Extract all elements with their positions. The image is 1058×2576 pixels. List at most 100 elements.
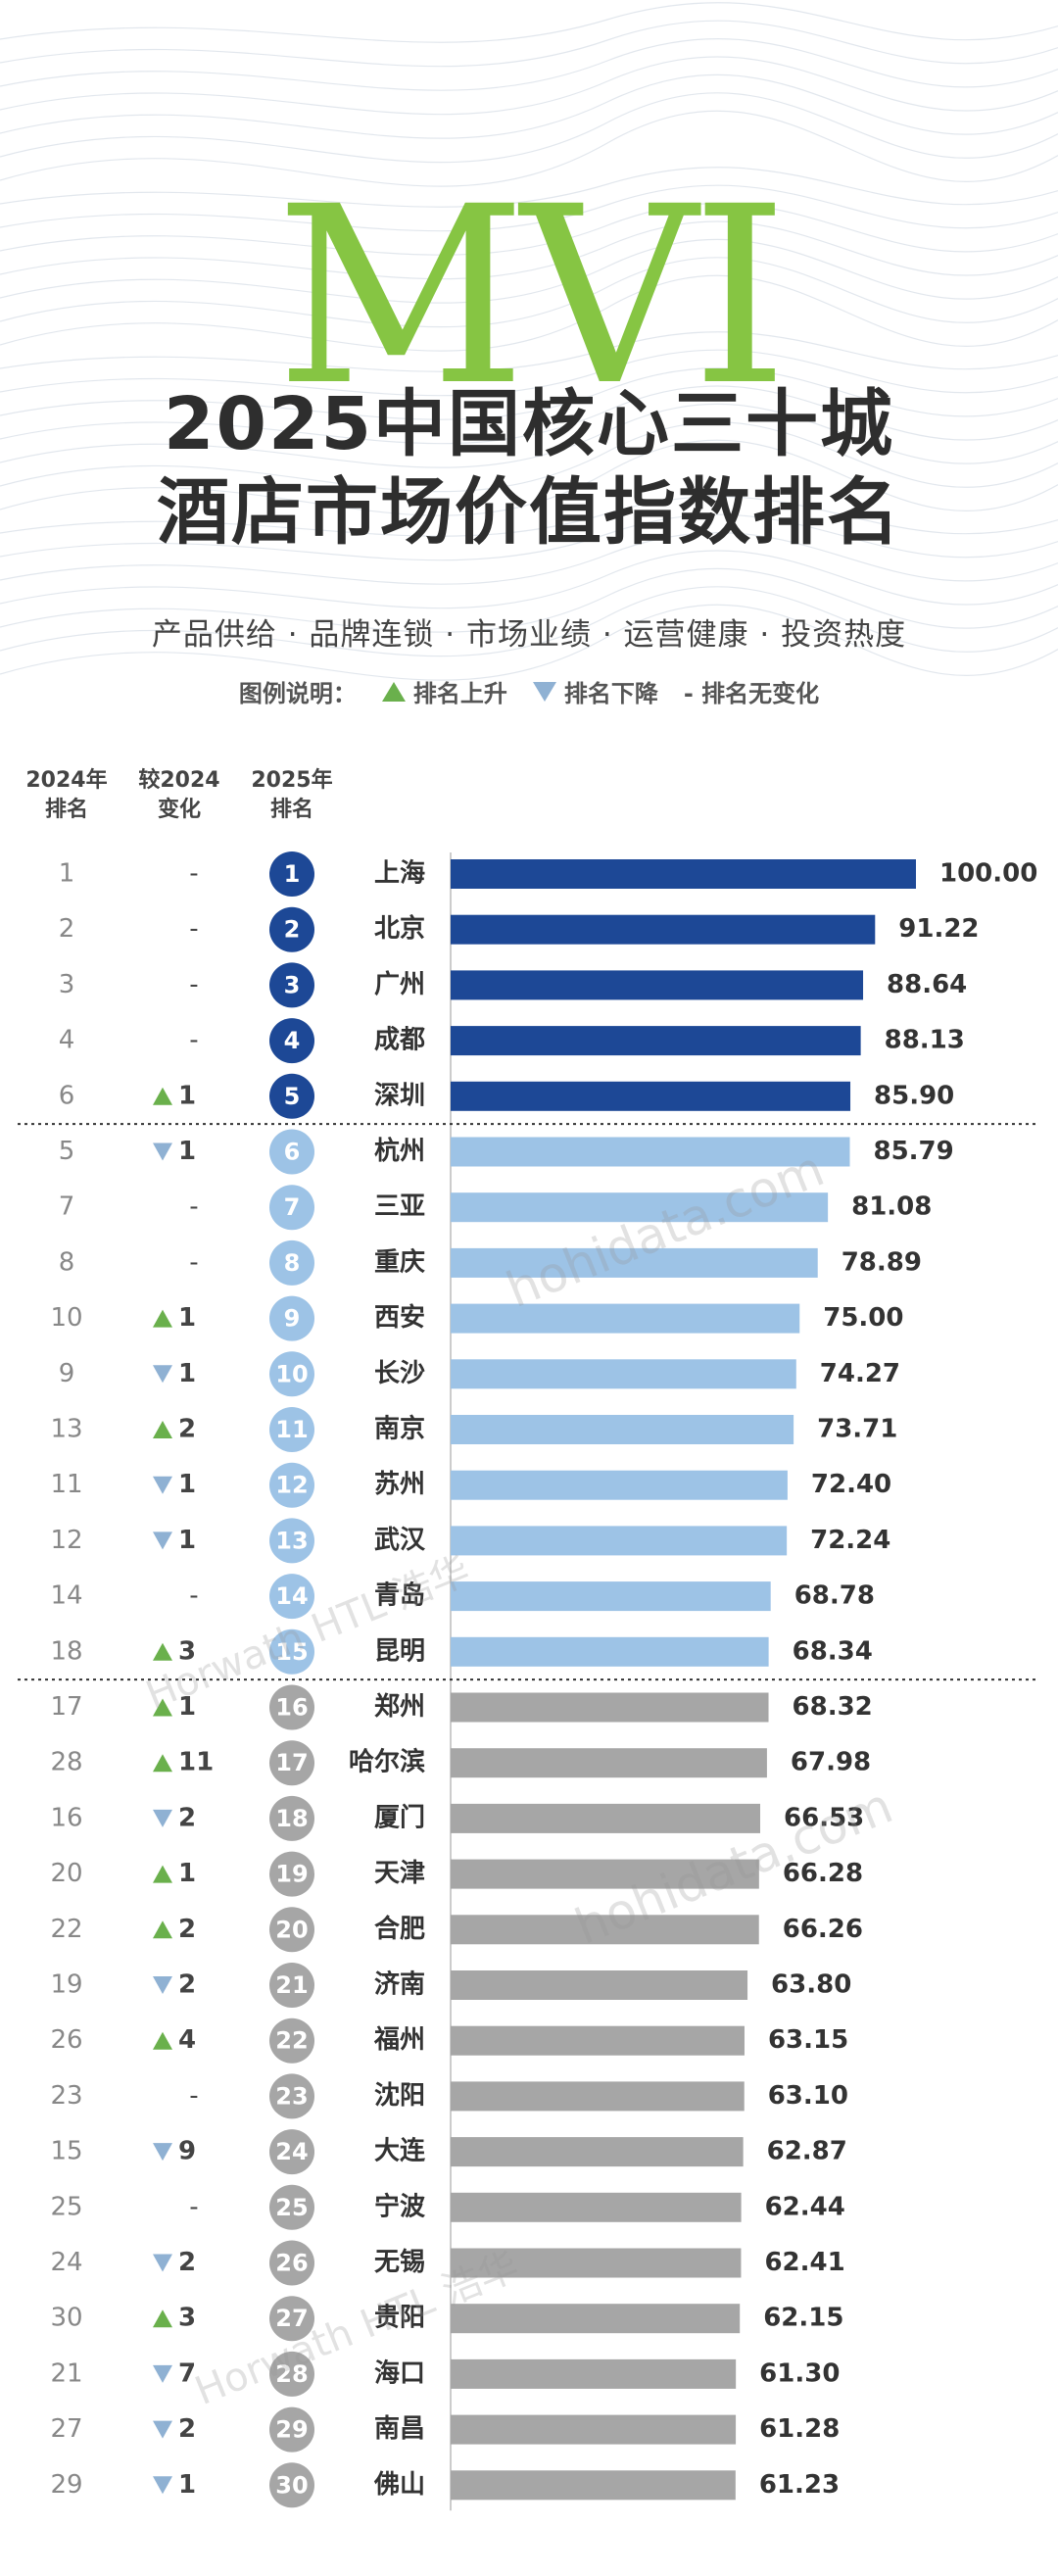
value-label: 62.44 [765, 2192, 845, 2221]
change-value: 2 [178, 2248, 196, 2277]
rank-2024: 6 [59, 1081, 75, 1110]
bar [451, 1192, 829, 1223]
down-triangle-icon [153, 2476, 172, 2495]
legend: 图例说明： 排名上升 排名下降 - 排名无变化 [0, 674, 1058, 708]
bar [451, 1859, 759, 1889]
bar [451, 859, 916, 889]
up-triangle-icon [153, 1421, 172, 1438]
rank-badge [269, 2240, 314, 2286]
bar [451, 1748, 767, 1778]
bar [451, 1970, 748, 2000]
change-value: 2 [178, 2414, 196, 2444]
bar [451, 1692, 769, 1723]
change-value: 2 [178, 1915, 196, 1944]
change-value: 3 [178, 2304, 196, 2333]
bar [451, 2414, 737, 2445]
rank-2024: 13 [50, 1415, 82, 1444]
value-label: 66.53 [784, 1803, 864, 1832]
change-value: 1 [178, 1526, 196, 1555]
change-value: 1 [178, 2470, 196, 2500]
up-triangle-icon [153, 1309, 172, 1328]
up-triangle-icon [153, 2309, 172, 2328]
bar [451, 914, 876, 945]
city-label: 苏州 [374, 1470, 425, 1499]
rank-2025: 10 [275, 1360, 308, 1387]
rank-badge [269, 962, 314, 1008]
rank-2024: 17 [50, 1692, 82, 1722]
down-triangle-icon [153, 2364, 172, 2383]
city-label: 成都 [374, 1026, 425, 1055]
rank-2025: 26 [275, 2250, 308, 2277]
rank-badge [269, 1018, 314, 1064]
bar [451, 1081, 851, 1111]
down-triangle-icon [153, 1365, 172, 1384]
column-header-rank-2024: 2024年 排名 [18, 766, 116, 825]
bar [451, 2137, 744, 2167]
rank-badge [269, 1518, 314, 1564]
column-header-rank-2025-line2: 排名 [269, 798, 313, 822]
rank-2025: 19 [275, 1861, 308, 1888]
rank-badge [269, 1407, 314, 1452]
up-triangle-icon [381, 681, 406, 702]
rank-badge [269, 2462, 314, 2508]
change-none: - [189, 1192, 198, 1222]
title-line-2: 酒店市场价值指数排名 [157, 470, 901, 555]
bar [451, 2248, 742, 2278]
bar [451, 2304, 741, 2334]
up-triangle-icon [153, 1698, 172, 1717]
rank-badge [269, 2017, 314, 2064]
value-label: 68.34 [793, 1636, 873, 1666]
rank-badge [269, 1462, 314, 1508]
value-label: 63.15 [768, 2025, 848, 2055]
change-value: 1 [178, 1692, 196, 1722]
rank-2024: 9 [59, 1359, 75, 1388]
city-label: 三亚 [374, 1192, 425, 1222]
bar [451, 1915, 759, 1945]
down-triangle-icon [153, 2420, 172, 2439]
legend-same: - 排名无变化 [684, 674, 819, 708]
rank-badge [269, 1963, 314, 2008]
value-label: 72.24 [810, 1526, 890, 1555]
city-label: 深圳 [374, 1081, 425, 1110]
down-triangle-icon [153, 1531, 172, 1550]
bar [451, 1470, 788, 1500]
bar [451, 2081, 745, 2112]
city-label: 郑州 [374, 1692, 425, 1722]
rank-badge [269, 1351, 314, 1397]
value-label: 91.22 [898, 914, 979, 944]
column-header-change-line1: 较2024 [138, 768, 220, 793]
change-value: 9 [178, 2137, 196, 2166]
rank-2025: 13 [275, 1527, 308, 1554]
city-label: 济南 [374, 1970, 425, 2000]
bar [451, 2470, 736, 2501]
rank-2024: 29 [50, 2470, 82, 2500]
rank-badge [269, 1239, 314, 1286]
value-label: 62.87 [767, 2137, 847, 2166]
value-label: 62.15 [763, 2304, 843, 2333]
column-header-change: 较2024 变化 [125, 766, 233, 825]
rank-badge [269, 1129, 314, 1175]
value-label: 100.00 [939, 859, 1037, 889]
rank-2025: 3 [284, 971, 301, 998]
column-header-rank-2025: 2025年 排名 [243, 766, 341, 825]
column-header-rank-2024-line2: 排名 [44, 798, 88, 822]
up-triangle-icon [153, 1087, 172, 1105]
rank-2024: 16 [50, 1803, 82, 1832]
rank-2025: 7 [284, 1193, 301, 1221]
change-value: 2 [178, 1970, 196, 2000]
value-label: 66.28 [783, 1859, 863, 1888]
rank-2025: 17 [275, 1749, 308, 1776]
city-label: 南昌 [374, 2414, 425, 2444]
city-label: 海口 [374, 2358, 425, 2388]
value-label: 78.89 [842, 1247, 922, 1277]
change-none: - [189, 2081, 198, 2111]
rank-2024: 3 [59, 970, 75, 999]
value-label: 61.30 [759, 2358, 840, 2388]
rank-2025: 25 [275, 2194, 308, 2221]
value-label: 85.90 [874, 1081, 954, 1110]
column-header-rank-2025-line1: 2025年 [251, 768, 333, 793]
value-label: 63.10 [768, 2081, 848, 2111]
rank-badge [269, 1295, 314, 1341]
rank-2024: 18 [50, 1636, 82, 1666]
down-triangle-icon [153, 1142, 172, 1161]
